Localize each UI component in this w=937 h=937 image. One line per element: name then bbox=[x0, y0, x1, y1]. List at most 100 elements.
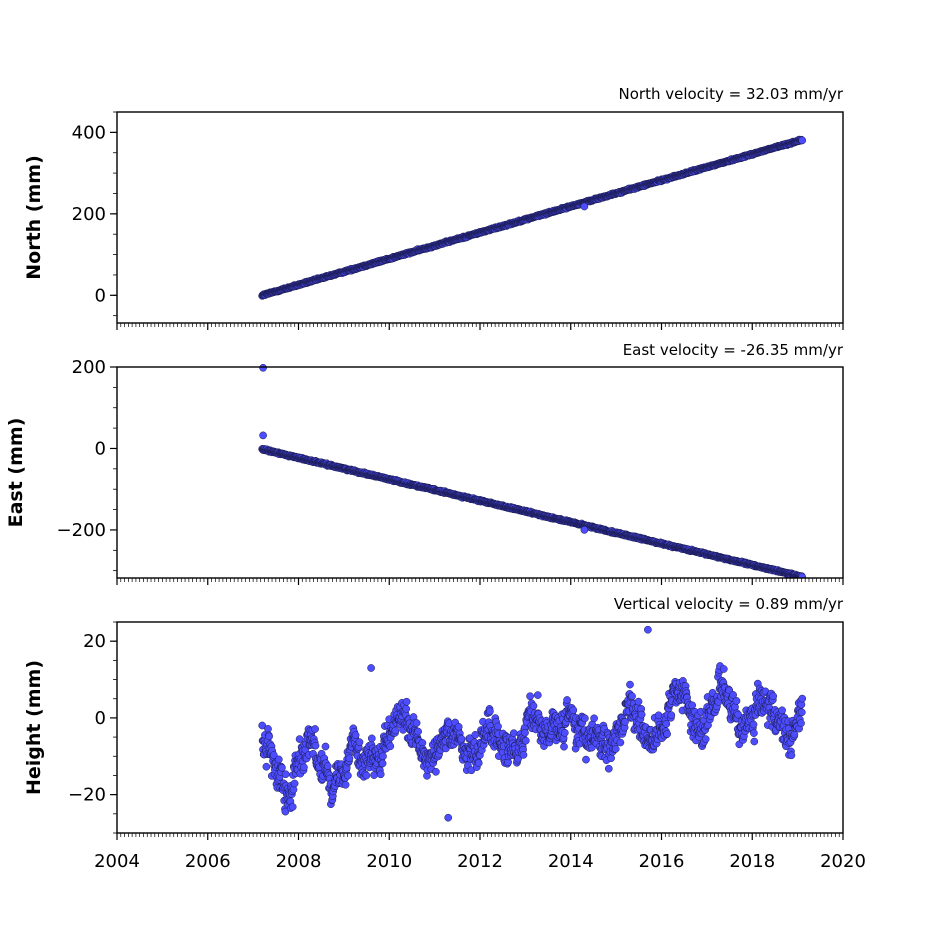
height-xtick-label: 2020 bbox=[820, 851, 866, 872]
height-point bbox=[345, 754, 354, 763]
height-point bbox=[323, 762, 332, 770]
height-point bbox=[621, 718, 629, 726]
height-point bbox=[386, 742, 395, 751]
height-point bbox=[402, 697, 411, 706]
height-point bbox=[719, 665, 728, 673]
north-ylabel: North (mm) bbox=[23, 155, 45, 280]
height-point bbox=[412, 719, 421, 727]
height-point bbox=[663, 730, 671, 738]
height-point bbox=[402, 704, 411, 713]
height-xtick-label: 2010 bbox=[366, 851, 412, 872]
east-ytick-label: 200 bbox=[72, 357, 106, 378]
height-point bbox=[529, 702, 538, 710]
north-outlier-point bbox=[580, 202, 589, 211]
north-axes-frame bbox=[116, 111, 844, 324]
height-points bbox=[258, 625, 807, 822]
height-point bbox=[264, 725, 272, 733]
height-point bbox=[581, 714, 589, 723]
height-xtick-label: 2018 bbox=[729, 851, 775, 872]
height-point bbox=[432, 767, 440, 776]
height-xtick-label: 2004 bbox=[94, 851, 140, 872]
north-ytick-label: 0 bbox=[95, 285, 106, 306]
height-point bbox=[628, 692, 636, 701]
east-ylabel: East (mm) bbox=[5, 418, 27, 528]
height-point bbox=[376, 770, 385, 779]
height-panel: −20 0 20 2004 2006 2008 2010 2012 2014 2016 2018 20… bbox=[23, 595, 866, 872]
east-axes-frame bbox=[116, 366, 844, 579]
height-xtick-label: 2014 bbox=[548, 851, 594, 872]
height-point bbox=[341, 780, 350, 789]
height-point bbox=[494, 722, 502, 731]
height-point bbox=[526, 692, 534, 701]
height-xtick-label: 2012 bbox=[457, 851, 503, 872]
east-outlier-point bbox=[259, 431, 267, 440]
height-point bbox=[454, 722, 463, 731]
height-point bbox=[290, 779, 299, 788]
height-point bbox=[611, 745, 620, 753]
height-point bbox=[701, 735, 710, 743]
height-point bbox=[295, 735, 304, 743]
east-point bbox=[798, 573, 807, 578]
height-point bbox=[258, 721, 267, 730]
height-point bbox=[732, 697, 741, 705]
height-point bbox=[787, 751, 796, 760]
height-point bbox=[274, 755, 283, 764]
east-outlier-point bbox=[259, 363, 267, 372]
height-point bbox=[269, 751, 278, 759]
height-point bbox=[471, 730, 480, 739]
height-point bbox=[288, 803, 297, 811]
height-point bbox=[590, 714, 598, 723]
height-point bbox=[778, 706, 786, 715]
height-xtick-label: 2008 bbox=[276, 851, 322, 872]
height-point bbox=[355, 738, 364, 747]
height-point bbox=[798, 694, 807, 703]
height-point bbox=[749, 720, 758, 729]
height-point bbox=[560, 742, 568, 751]
height-point bbox=[311, 741, 320, 750]
north-title: North velocity = 32.03 mm/yr bbox=[619, 85, 844, 103]
height-point bbox=[662, 720, 671, 728]
north-ytick-label: 400 bbox=[72, 122, 106, 143]
height-point bbox=[457, 734, 466, 743]
height-ytick-label: −20 bbox=[68, 785, 106, 806]
height-ytick-label: 20 bbox=[83, 631, 106, 652]
height-point bbox=[519, 751, 528, 759]
height-point bbox=[321, 742, 330, 751]
height-point bbox=[367, 734, 376, 743]
height-point bbox=[265, 732, 273, 741]
height-point bbox=[729, 691, 737, 699]
height-point bbox=[379, 752, 387, 761]
height-point bbox=[362, 771, 371, 780]
height-point bbox=[351, 731, 360, 739]
height-point bbox=[634, 697, 643, 706]
height-ytick-label: 0 bbox=[95, 708, 106, 729]
height-point bbox=[521, 736, 530, 745]
height-point bbox=[378, 759, 387, 768]
height-point bbox=[797, 708, 806, 717]
height-point bbox=[278, 763, 286, 772]
height-point bbox=[688, 701, 697, 710]
height-point bbox=[262, 762, 271, 771]
east-ytick-label: 0 bbox=[95, 438, 106, 459]
height-point bbox=[637, 710, 646, 719]
height-point bbox=[750, 737, 759, 746]
height-point bbox=[414, 727, 422, 736]
height-xtick-label: 2016 bbox=[639, 851, 685, 872]
height-xtick-label: 2006 bbox=[185, 851, 231, 872]
height-point bbox=[474, 759, 483, 767]
east-title: East velocity = -26.35 mm/yr bbox=[623, 341, 844, 359]
height-point bbox=[509, 729, 518, 738]
height-point bbox=[300, 763, 308, 772]
height-point bbox=[626, 680, 634, 689]
height-point bbox=[616, 738, 625, 747]
height-point bbox=[560, 728, 569, 737]
east-points bbox=[258, 363, 807, 578]
height-point bbox=[281, 770, 290, 779]
east-panel: −200 0 200 East velocity = -26.35 mm/yr East… bbox=[5, 341, 844, 585]
height-outlier-point bbox=[644, 625, 652, 634]
height-point bbox=[734, 710, 742, 719]
height-title: Vertical velocity = 0.89 mm/yr bbox=[614, 595, 844, 613]
height-point bbox=[391, 726, 400, 735]
height-point bbox=[533, 691, 542, 699]
height-point bbox=[311, 725, 319, 733]
